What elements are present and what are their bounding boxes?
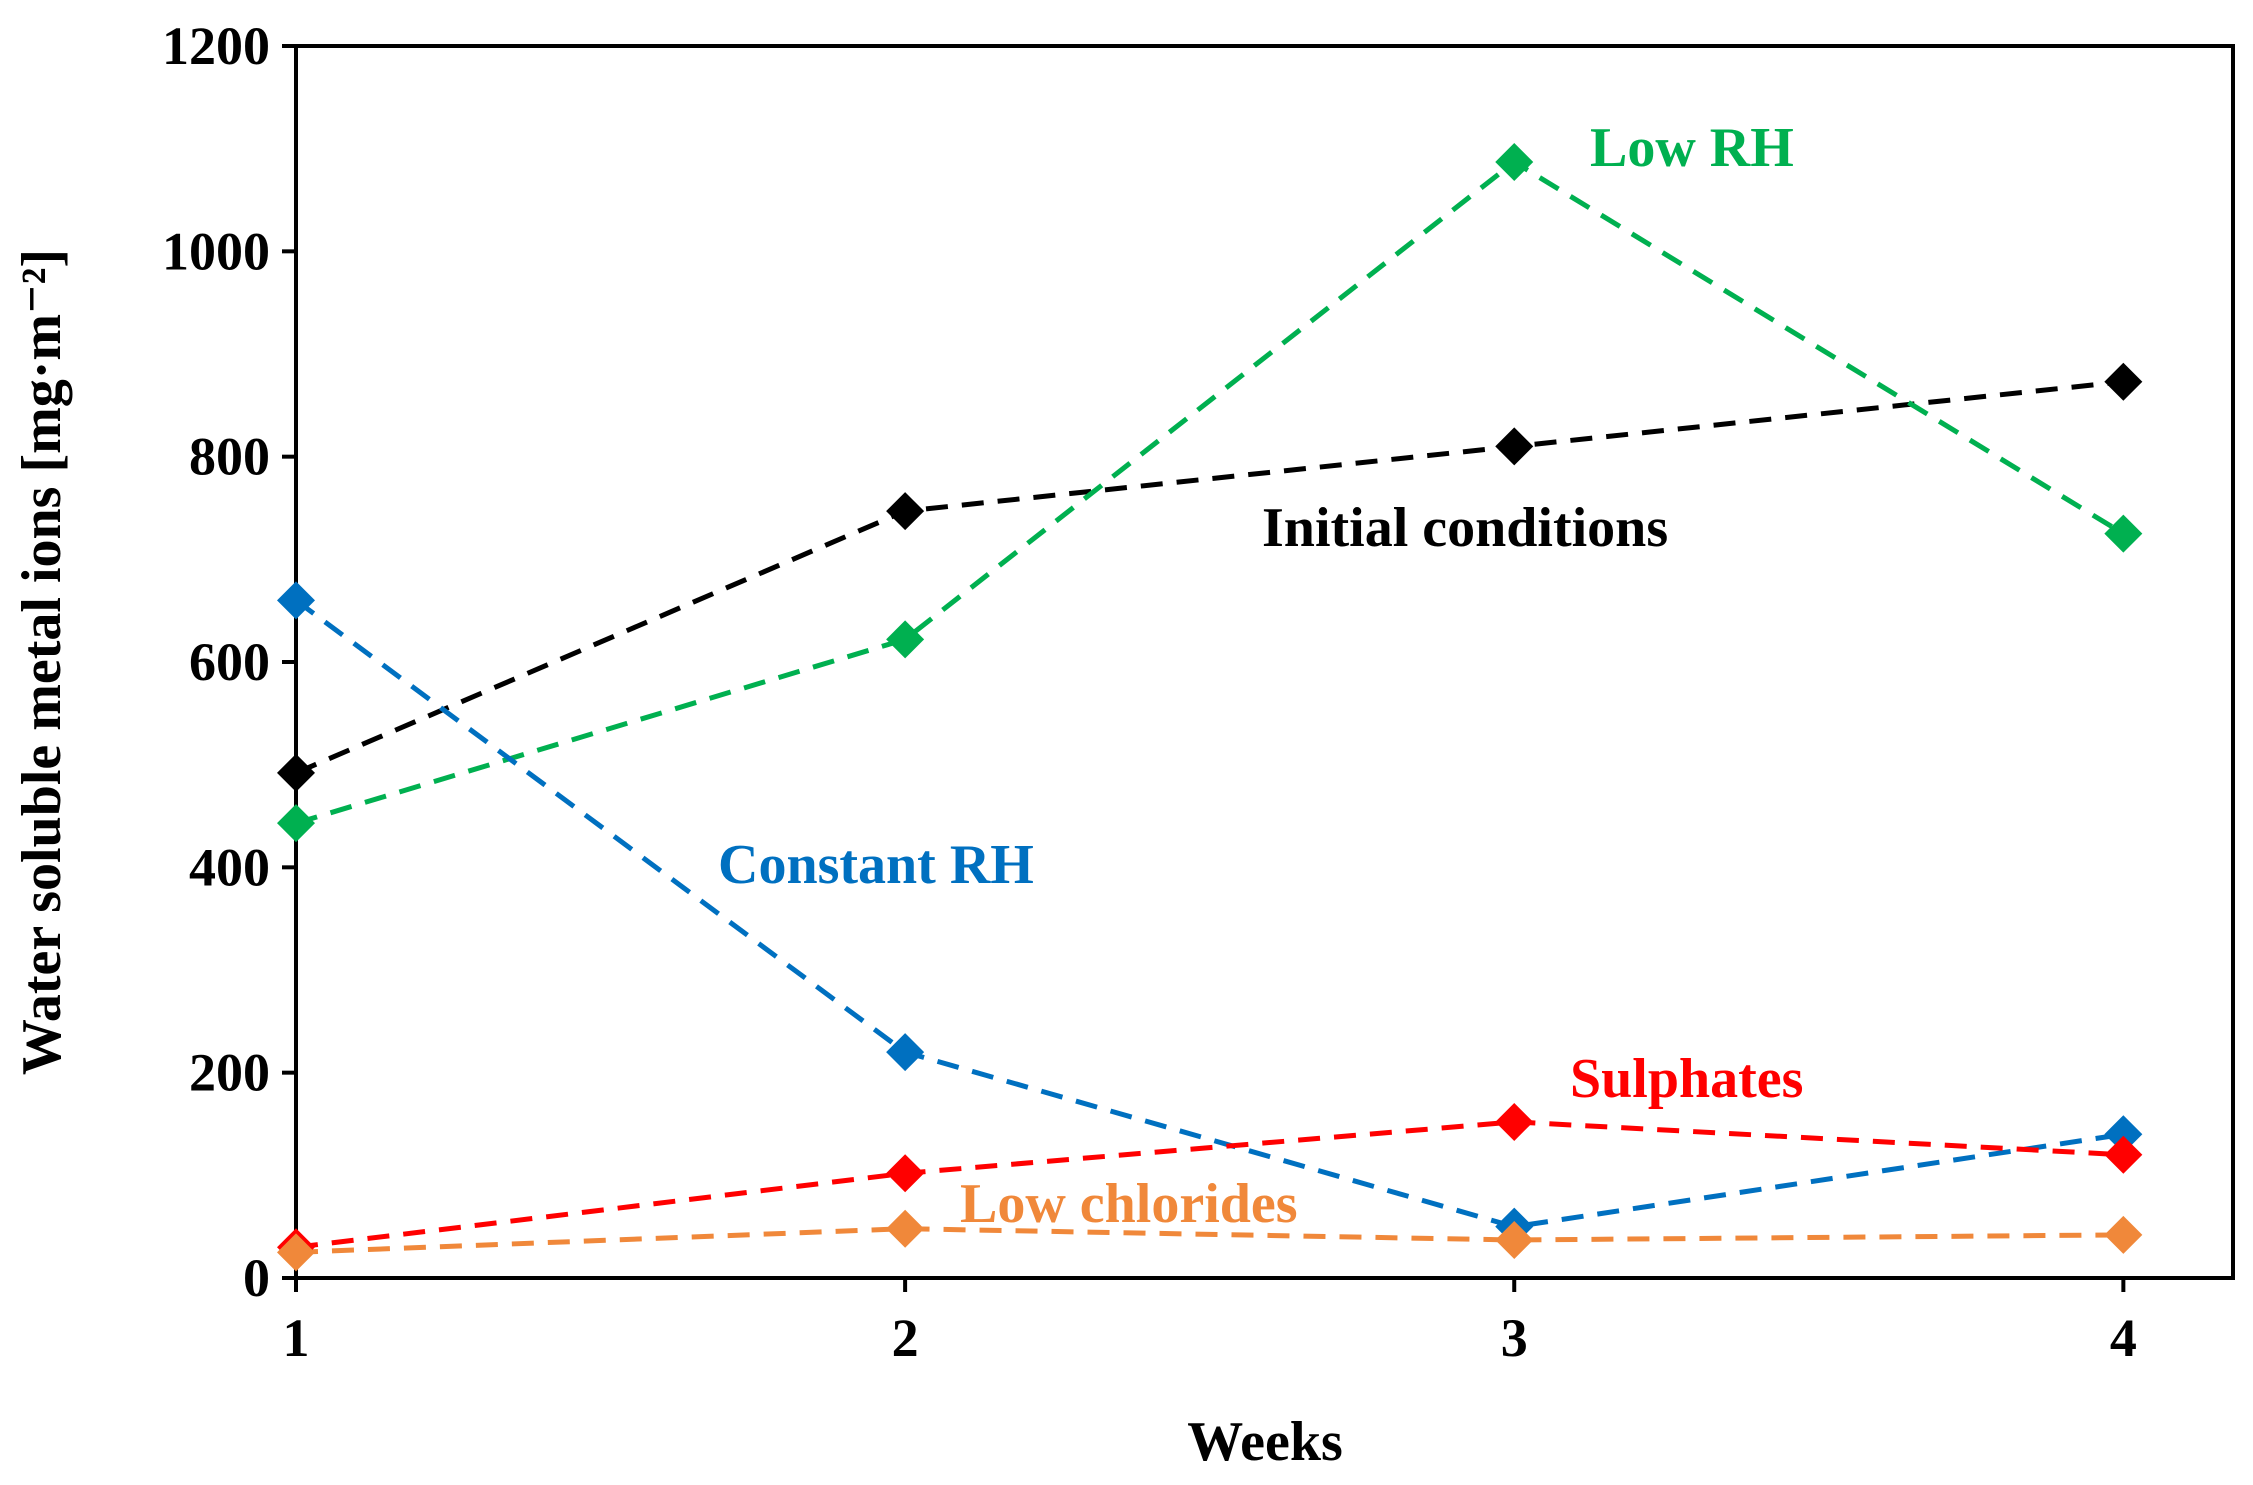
data-point-sulphates bbox=[886, 1154, 925, 1193]
x-axis: 1 2 3 4 bbox=[283, 1278, 2137, 1368]
data-point-sulphates bbox=[2104, 1135, 2143, 1174]
plot-area-frame bbox=[294, 44, 2235, 1280]
series-label-constant-rh: Constant RH bbox=[718, 834, 1034, 896]
y-tick-label: 1000 bbox=[162, 221, 270, 281]
series-markers bbox=[277, 143, 2143, 1272]
x-tick-label: 1 bbox=[283, 1308, 310, 1368]
series-label-low-rh: Low RH bbox=[1590, 117, 1794, 179]
data-point-low-chlorides bbox=[1495, 1221, 1534, 1260]
data-point-low-rh bbox=[1495, 143, 1534, 182]
series-line-constant-rh bbox=[294, 598, 2124, 1230]
series-label-low-chlorides: Low chlorides bbox=[960, 1173, 1298, 1235]
data-point-constant-rh bbox=[886, 1033, 925, 1072]
y-tick-label: 400 bbox=[189, 837, 270, 897]
y-axis-title: Water soluble metal ions [mg·m⁻²] bbox=[11, 249, 73, 1075]
data-point-initial-conditions bbox=[2104, 362, 2143, 401]
data-point-low-chlorides bbox=[2104, 1215, 2143, 1254]
data-point-initial-conditions bbox=[1495, 427, 1534, 466]
y-tick-label: 600 bbox=[189, 632, 270, 692]
series-label-sulphates: Sulphates bbox=[1570, 1048, 1803, 1110]
x-axis-title: Weeks bbox=[1187, 1411, 1343, 1473]
series-line-low-rh bbox=[295, 158, 2125, 826]
x-tick-label: 2 bbox=[892, 1308, 919, 1368]
x-tick-label: 3 bbox=[1501, 1308, 1528, 1368]
y-tick-label: 200 bbox=[189, 1043, 270, 1103]
y-tick-label: 800 bbox=[189, 427, 270, 487]
y-tick-label: 0 bbox=[243, 1248, 270, 1308]
data-point-low-rh bbox=[2104, 514, 2143, 553]
data-point-low-chlorides bbox=[886, 1209, 925, 1248]
data-point-constant-rh bbox=[2104, 1115, 2143, 1154]
series-line-initial-conditions bbox=[295, 379, 2124, 776]
x-tick-label: 4 bbox=[2110, 1308, 2137, 1368]
data-point-initial-conditions bbox=[886, 492, 925, 531]
data-point-low-chlorides bbox=[277, 1233, 315, 1272]
y-axis: 0 200 400 600 800 1000 1200 bbox=[162, 16, 296, 1308]
series-label-initial-conditions: Initial conditions bbox=[1262, 497, 1668, 559]
y-tick-label: 1200 bbox=[162, 16, 270, 76]
series-lines bbox=[294, 158, 2125, 1255]
data-point-low-rh bbox=[886, 620, 925, 659]
series-line-low-chlorides bbox=[295, 1226, 2124, 1255]
data-point-sulphates bbox=[1495, 1102, 1534, 1141]
data-point-constant-rh bbox=[277, 581, 315, 620]
data-point-low-rh bbox=[277, 804, 315, 843]
data-point-initial-conditions bbox=[277, 753, 315, 792]
series-line-sulphates bbox=[295, 1119, 2124, 1250]
